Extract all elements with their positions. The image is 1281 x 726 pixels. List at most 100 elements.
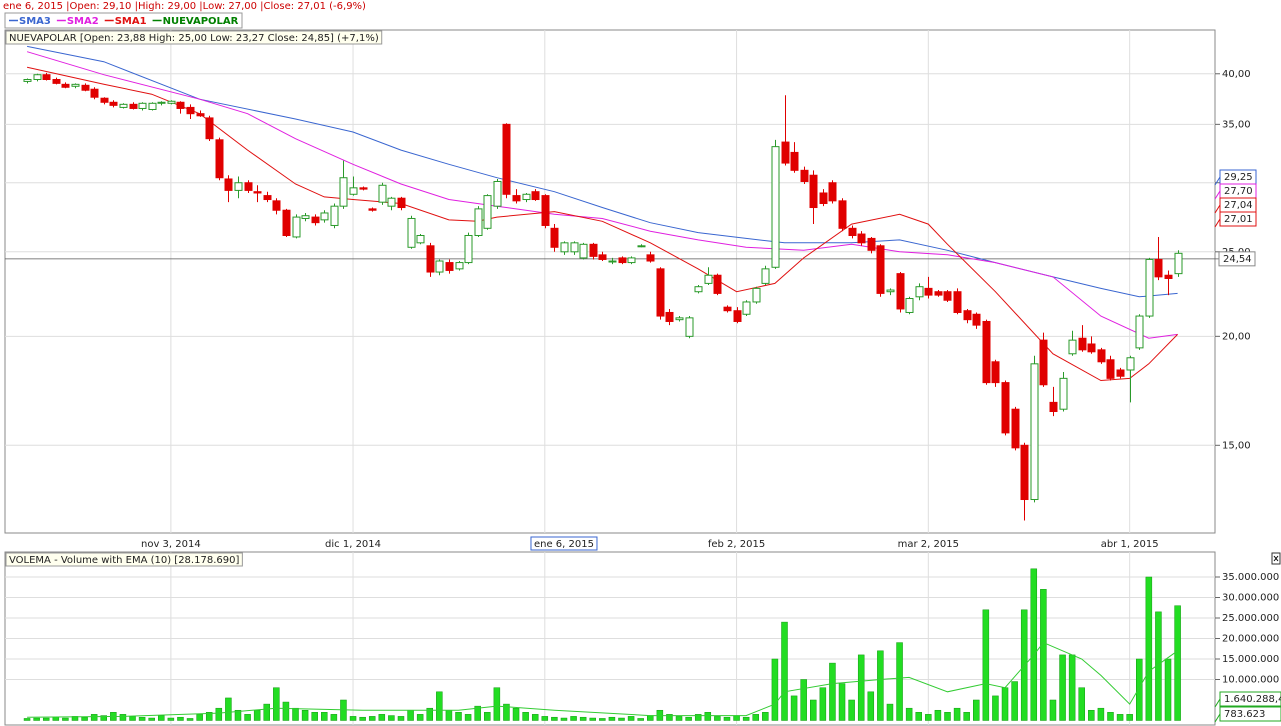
candle-body: [953, 291, 962, 313]
hover-info: ene 6, 2015 |Open: 29,10 |High: 29,00 |L…: [3, 1, 366, 12]
candle-body: [761, 268, 770, 284]
candle-body: [781, 141, 790, 164]
legend-label: SMA3: [19, 16, 51, 27]
panel-title: VOLEMA - Volume with EMA (10) [28.178.69…: [9, 555, 239, 566]
volume-bar: [234, 709, 242, 721]
volume-bar: [723, 716, 731, 721]
candle-body: [1116, 369, 1125, 377]
y-tick-label: 10.000.000: [1222, 674, 1279, 685]
volume-bar: [838, 683, 846, 721]
candle-body: [215, 139, 224, 179]
candle-body: [934, 291, 943, 296]
volume-bar: [752, 714, 759, 721]
candle-body: [1059, 377, 1068, 410]
value-box-label: 29,25: [1224, 172, 1253, 183]
value-box-leader: [1214, 713, 1221, 723]
volume-bar: [455, 712, 462, 721]
legend-label: NUEVAPOLAR: [163, 16, 239, 27]
y-tick-label: 30.000.000: [1222, 593, 1279, 604]
candle-body: [819, 192, 828, 205]
volume-bar: [675, 716, 683, 721]
legend: SMA3 SMA2 SMA1 NUEVAPOLAR: [9, 16, 239, 27]
crosshair-y-label: 24,54: [1223, 254, 1252, 265]
candle-body: [349, 187, 358, 195]
candle-body: [656, 268, 665, 317]
candle-body: [167, 100, 176, 104]
volume-bar: [349, 716, 357, 721]
candle-body: [368, 208, 377, 211]
volume-bar: [666, 714, 673, 721]
candle-body: [474, 208, 483, 236]
volume-bar: [311, 712, 318, 721]
candle-body: [61, 83, 70, 88]
candle-body: [1049, 401, 1058, 413]
candle-body: [1011, 408, 1020, 449]
candle-body: [493, 180, 502, 207]
volume-bar: [474, 705, 481, 721]
candle-body: [675, 317, 684, 321]
candle-body: [1145, 258, 1154, 317]
value-box-label: 27,70: [1224, 186, 1253, 197]
candle-body: [378, 184, 387, 203]
value-box-leader: [1214, 218, 1221, 228]
volume-bar: [944, 712, 951, 721]
y-tick-label: 35.000.000: [1222, 572, 1279, 583]
volume-bar: [589, 717, 596, 721]
candle-body: [800, 169, 809, 182]
candle-body: [550, 227, 559, 248]
candle-body: [982, 320, 991, 384]
volume-bar: [742, 716, 750, 721]
value-box-leader: [1214, 176, 1221, 186]
volume-bar: [263, 703, 271, 721]
volume-bar: [292, 707, 299, 721]
candle-body: [330, 205, 339, 226]
y-tick-label: 40,00: [1222, 69, 1251, 80]
candle-body: [598, 254, 607, 260]
candle-body: [943, 291, 952, 301]
volume-bar: [1068, 654, 1076, 721]
volume-bar: [531, 714, 539, 721]
value-box-leader: [1214, 698, 1221, 708]
volume-bar: [321, 712, 328, 721]
candle-body: [694, 286, 703, 293]
volume-bar: [119, 714, 127, 721]
candle-body: [742, 301, 751, 315]
volume-bar: [877, 650, 884, 721]
volume-bar: [637, 718, 644, 721]
volume-bar: [599, 718, 606, 721]
x-tick-label: mar 2, 2015: [898, 539, 959, 550]
close-button[interactable]: [1271, 552, 1281, 565]
volume-bar: [1136, 658, 1143, 721]
y-tick-label: 15,00: [1222, 440, 1251, 451]
value-box-label: 27,04: [1224, 200, 1253, 211]
volume-bar: [378, 714, 386, 721]
candle-body: [1030, 363, 1039, 501]
candle-body: [272, 200, 281, 211]
candle-body: [924, 287, 933, 296]
y-tick-label: 35,00: [1222, 119, 1251, 130]
candle-body: [129, 103, 138, 109]
volume-bar: [100, 715, 108, 721]
close-icon[interactable]: [1273, 555, 1279, 562]
candle-body: [685, 317, 694, 337]
volume-bar: [177, 716, 184, 721]
volume-bar: [790, 695, 798, 721]
candle-body: [1135, 315, 1144, 349]
volume-bar: [129, 716, 136, 721]
volume-bar: [886, 703, 894, 721]
candle-body: [90, 88, 99, 98]
volume-bar: [1145, 576, 1153, 721]
volume-bar: [81, 716, 88, 721]
volume-bar: [953, 707, 961, 721]
candle-body: [713, 274, 722, 294]
volume-bar: [781, 621, 788, 721]
volume-bar: [579, 716, 587, 721]
volume-bar: [522, 712, 529, 721]
volume-bar: [397, 716, 405, 721]
candle-body: [608, 260, 617, 263]
volume-bar: [1078, 687, 1085, 721]
volume-bar: [368, 716, 376, 721]
candle-body: [886, 289, 895, 293]
